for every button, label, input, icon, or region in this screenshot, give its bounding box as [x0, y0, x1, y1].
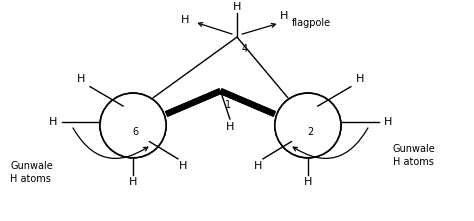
Ellipse shape	[275, 93, 341, 158]
Text: H: H	[356, 74, 364, 84]
Text: H: H	[226, 122, 234, 132]
Text: 4: 4	[242, 44, 248, 53]
Text: H: H	[233, 2, 241, 12]
Text: H: H	[129, 177, 137, 187]
Ellipse shape	[100, 93, 166, 158]
Text: H: H	[280, 11, 288, 21]
Text: H: H	[77, 74, 85, 84]
Text: Gunwale
H atoms: Gunwale H atoms	[393, 144, 436, 167]
Ellipse shape	[100, 93, 166, 158]
Text: 6: 6	[132, 127, 138, 137]
Text: flagpole: flagpole	[292, 18, 330, 28]
Text: H: H	[383, 117, 392, 127]
FancyArrowPatch shape	[73, 128, 148, 158]
Text: H: H	[182, 15, 190, 25]
Text: H: H	[254, 161, 263, 171]
Text: 2: 2	[307, 127, 313, 137]
Ellipse shape	[275, 93, 341, 158]
FancyArrowPatch shape	[293, 128, 368, 158]
Text: Gunwale
H atoms: Gunwale H atoms	[10, 161, 53, 185]
Text: H: H	[179, 161, 187, 171]
Text: 1: 1	[225, 100, 231, 110]
Text: H: H	[304, 177, 312, 187]
Text: H: H	[49, 117, 57, 127]
